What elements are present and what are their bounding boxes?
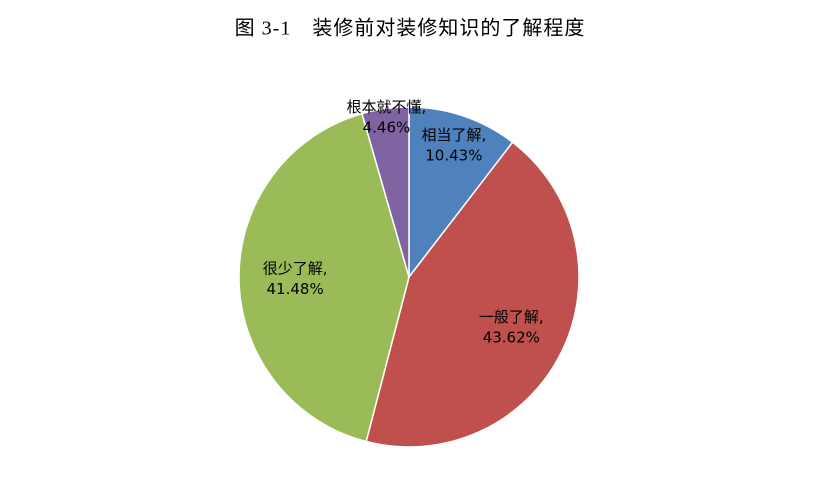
category-label: 根本就不懂 [347, 98, 422, 116]
pie-slice [365, 141, 580, 448]
data-label-name: 根本就不懂, [347, 98, 427, 116]
data-label-name: 相当了解, [421, 126, 486, 144]
label-separator: , [481, 126, 486, 144]
data-label-name: 一般了解, [479, 308, 544, 326]
category-label: 相当了解 [421, 126, 481, 144]
category-label: 一般了解 [479, 308, 539, 326]
data-label-value: 41.48% [267, 280, 324, 298]
chart-title: 图 3-1 装修前对装修知识的了解程度 [235, 17, 586, 40]
data-label-value: 10.43% [425, 147, 482, 165]
label-separator: , [323, 259, 328, 277]
data-label-value: 43.62% [483, 329, 540, 347]
data-label-name: 很少了解, [263, 259, 328, 277]
label-separator: , [422, 98, 427, 116]
data-label-value: 4.46% [363, 119, 411, 137]
category-label: 很少了解 [263, 259, 323, 277]
label-separator: , [539, 308, 544, 326]
pie-slice [361, 106, 410, 278]
pie-slice [238, 112, 410, 443]
pie-slice [408, 106, 514, 280]
